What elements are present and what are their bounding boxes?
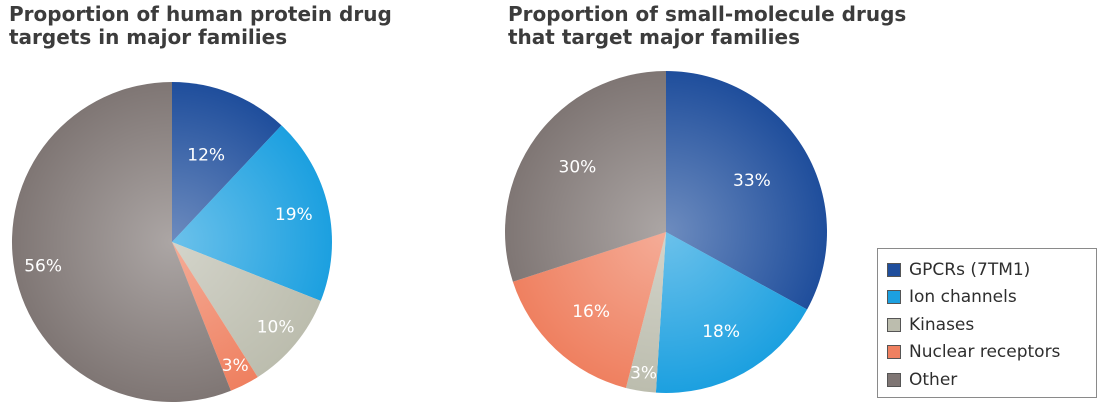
legend-label: Other: [909, 369, 958, 390]
slice-label-kinases: 3%: [630, 364, 657, 384]
legend-label: Kinases: [909, 314, 975, 335]
pie-slice-highlight: [172, 242, 321, 378]
legend-item: Other: [887, 366, 1096, 394]
pie-slice-highlight: [512, 232, 666, 388]
pie-slice-highlight: [655, 232, 808, 393]
legend-swatch: [887, 345, 901, 360]
slice-label-ion-channels: 18%: [702, 322, 740, 342]
legend-item: Kinases: [887, 311, 1096, 339]
pie-slice-highlight: [172, 242, 258, 391]
legend-item: Ion channels: [887, 284, 1096, 312]
slice-label-other: 30%: [559, 158, 597, 178]
pie-slice-highlight: [11, 82, 231, 403]
right-pie-chart: 33% 18% 3% 16% 30%: [505, 71, 828, 393]
legend-swatch: [887, 317, 901, 332]
legend-label: Ion channels: [909, 287, 1017, 308]
legend-label: GPCRs (7TM1): [909, 259, 1031, 280]
legend-swatch: [887, 372, 901, 387]
pie-slice-highlight: [172, 125, 332, 301]
pie-slice-highlight: [625, 232, 666, 393]
pie-slice-highlight: [172, 82, 282, 242]
slice-label-kinases: 10%: [257, 318, 295, 338]
slice-label-gpcrs-7tm1: 12%: [187, 146, 225, 166]
slice-label-ion-channels: 19%: [275, 205, 313, 225]
slice-label-nuclear-receptors: 16%: [572, 302, 610, 322]
legend-swatch: [887, 262, 901, 277]
left-pie-chart: 12% 19% 10% 3% 56%: [11, 82, 332, 403]
legend-label: Nuclear receptors: [909, 342, 1061, 363]
slice-label-other: 56%: [24, 257, 62, 277]
pie-slice-highlight: [505, 71, 666, 282]
legend-swatch: [887, 290, 901, 305]
pie-slice-highlight: [666, 71, 828, 310]
legend-item: GPCRs (7TM1): [887, 256, 1096, 284]
left-chart-title: Proportion of human protein drug targets…: [9, 2, 392, 49]
slice-label-gpcrs-7tm1: 33%: [733, 171, 771, 191]
legend: GPCRs (7TM1) Ion channels Kinases Nuclea…: [877, 248, 1097, 398]
legend-item: Nuclear receptors: [887, 339, 1096, 367]
right-chart-title: Proportion of small-molecule drugs that …: [508, 2, 907, 49]
slice-label-nuclear-receptors: 3%: [222, 356, 249, 376]
